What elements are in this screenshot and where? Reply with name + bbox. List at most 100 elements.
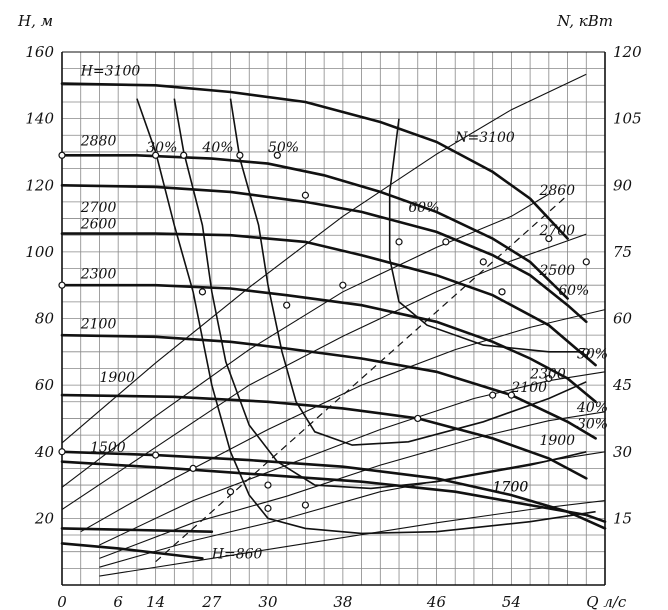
y-left-tick-label: 80 [35, 310, 55, 328]
power-curve-label: 2500 [538, 263, 575, 279]
dashed-optimum-line [155, 194, 568, 563]
power-curve [99, 451, 606, 568]
head-curve-label: 2880 [80, 133, 117, 149]
marker-point [180, 151, 188, 159]
y-left-tick-label: 160 [25, 43, 54, 61]
power-curve-label: 2700 [538, 223, 575, 239]
labels: Н=310028802700260023002100190015001700Н=… [80, 63, 608, 562]
marker-point [479, 258, 487, 266]
efficiency-curve [173, 98, 587, 490]
y-right-tick-label: 90 [613, 176, 633, 194]
efficiency-curve [229, 98, 587, 446]
marker-point [152, 151, 160, 159]
marker-point [301, 191, 310, 199]
head-curve-label: 1500 [90, 440, 126, 456]
head-curve [60, 393, 588, 480]
marker-point [414, 414, 422, 423]
marker-point [264, 481, 272, 489]
efficiency-label: 60% [558, 283, 589, 299]
x-tick-label: 38 [333, 593, 352, 610]
power-curve-label: 1700 [493, 480, 529, 496]
x-tick-label: 54 [502, 593, 521, 610]
x-tick-label: 6 [113, 593, 123, 610]
efficiency-curve [136, 98, 596, 535]
x-tick-label: 14 [146, 593, 165, 610]
marker-point [198, 288, 207, 296]
efficiency-label: 50% [577, 346, 608, 362]
y-left-tick-label: 60 [35, 376, 55, 394]
y-right-tick-label: 75 [613, 243, 632, 261]
efficiency-label: 40% [201, 140, 233, 156]
y-right-axis-title: N, кВт [556, 12, 613, 30]
y-right-tick-label: 120 [613, 43, 642, 61]
x-tick-label: 30 [258, 593, 278, 610]
power-curve [61, 233, 587, 510]
head-curve-label: 1900 [99, 370, 135, 386]
head-curve-label: 1700 [493, 480, 529, 496]
marker-point [264, 504, 272, 512]
marker-point [507, 391, 515, 399]
head-curve-label: 2100 [80, 316, 117, 332]
head-curve-label: 2300 [80, 267, 117, 283]
marker-point [395, 238, 403, 246]
head-curve [60, 232, 597, 367]
head-curve-label: 2600 [80, 217, 117, 233]
power-curve-label: 2300 [529, 366, 566, 382]
marker-point [273, 151, 281, 159]
marker-point [545, 234, 553, 243]
y-right-tick-label: 60 [613, 310, 633, 328]
marker-point [582, 258, 590, 266]
curves [58, 73, 607, 577]
marker-point [236, 151, 244, 159]
x-tick-label: 46 [426, 593, 447, 610]
power-curve-label: 1900 [539, 433, 575, 449]
head-curve-label: Н=3100 [80, 63, 141, 79]
y-right-tick-label: 30 [613, 443, 633, 461]
head-curve [60, 333, 597, 440]
efficiency-label: 30% [146, 140, 177, 156]
efficiency-label: 60% [408, 200, 439, 216]
power-curve [80, 309, 606, 533]
y-left-tick-label: 140 [25, 110, 54, 128]
marker-point [442, 238, 450, 246]
y-left-tick-label: 100 [25, 243, 54, 261]
efficiency-label: 50% [268, 140, 299, 156]
marker-point [498, 288, 506, 296]
grid [62, 52, 605, 585]
y-right-tick-label: 15 [613, 509, 632, 527]
axes: 20 40 60 80 100 120 140 160 15 30 45 60 75 90 105 120 0 6… [17, 12, 642, 610]
y-left-tick-label: 120 [25, 176, 54, 194]
head-curve [60, 283, 597, 404]
head-curve-label: 2700 [80, 200, 117, 216]
head-curve [60, 527, 214, 533]
efficiency-label: 30% [577, 416, 608, 432]
marker-point [489, 391, 497, 399]
x-tick-label: 0 [57, 593, 67, 610]
y-left-tick-label: 20 [34, 509, 55, 527]
x-axis-title: Q л/с [586, 593, 627, 610]
marker-point [152, 451, 160, 459]
head-curve [60, 542, 204, 560]
power-curve [99, 411, 606, 559]
head-curve [60, 82, 569, 240]
marker-point [58, 281, 66, 289]
y-left-axis-title: Н, м [17, 12, 53, 30]
y-left-tick-label: 40 [34, 443, 55, 461]
marker-point [58, 448, 66, 456]
marker-point [226, 488, 235, 496]
marker-point [582, 348, 590, 356]
power-curve-label: N=3100 [454, 130, 515, 146]
marker-point [283, 301, 291, 309]
head-curve-label: Н=860 [211, 546, 263, 562]
marker-point [189, 464, 197, 473]
power-curve [99, 500, 606, 577]
power-curve [61, 193, 550, 488]
efficiency-label: 40% [576, 400, 608, 416]
power-curve [61, 73, 587, 444]
marker-point [339, 281, 347, 289]
head-curve [60, 154, 569, 300]
y-right-tick-label: 105 [613, 110, 642, 128]
marker-point [58, 151, 66, 159]
efficiency-curve [388, 118, 587, 353]
